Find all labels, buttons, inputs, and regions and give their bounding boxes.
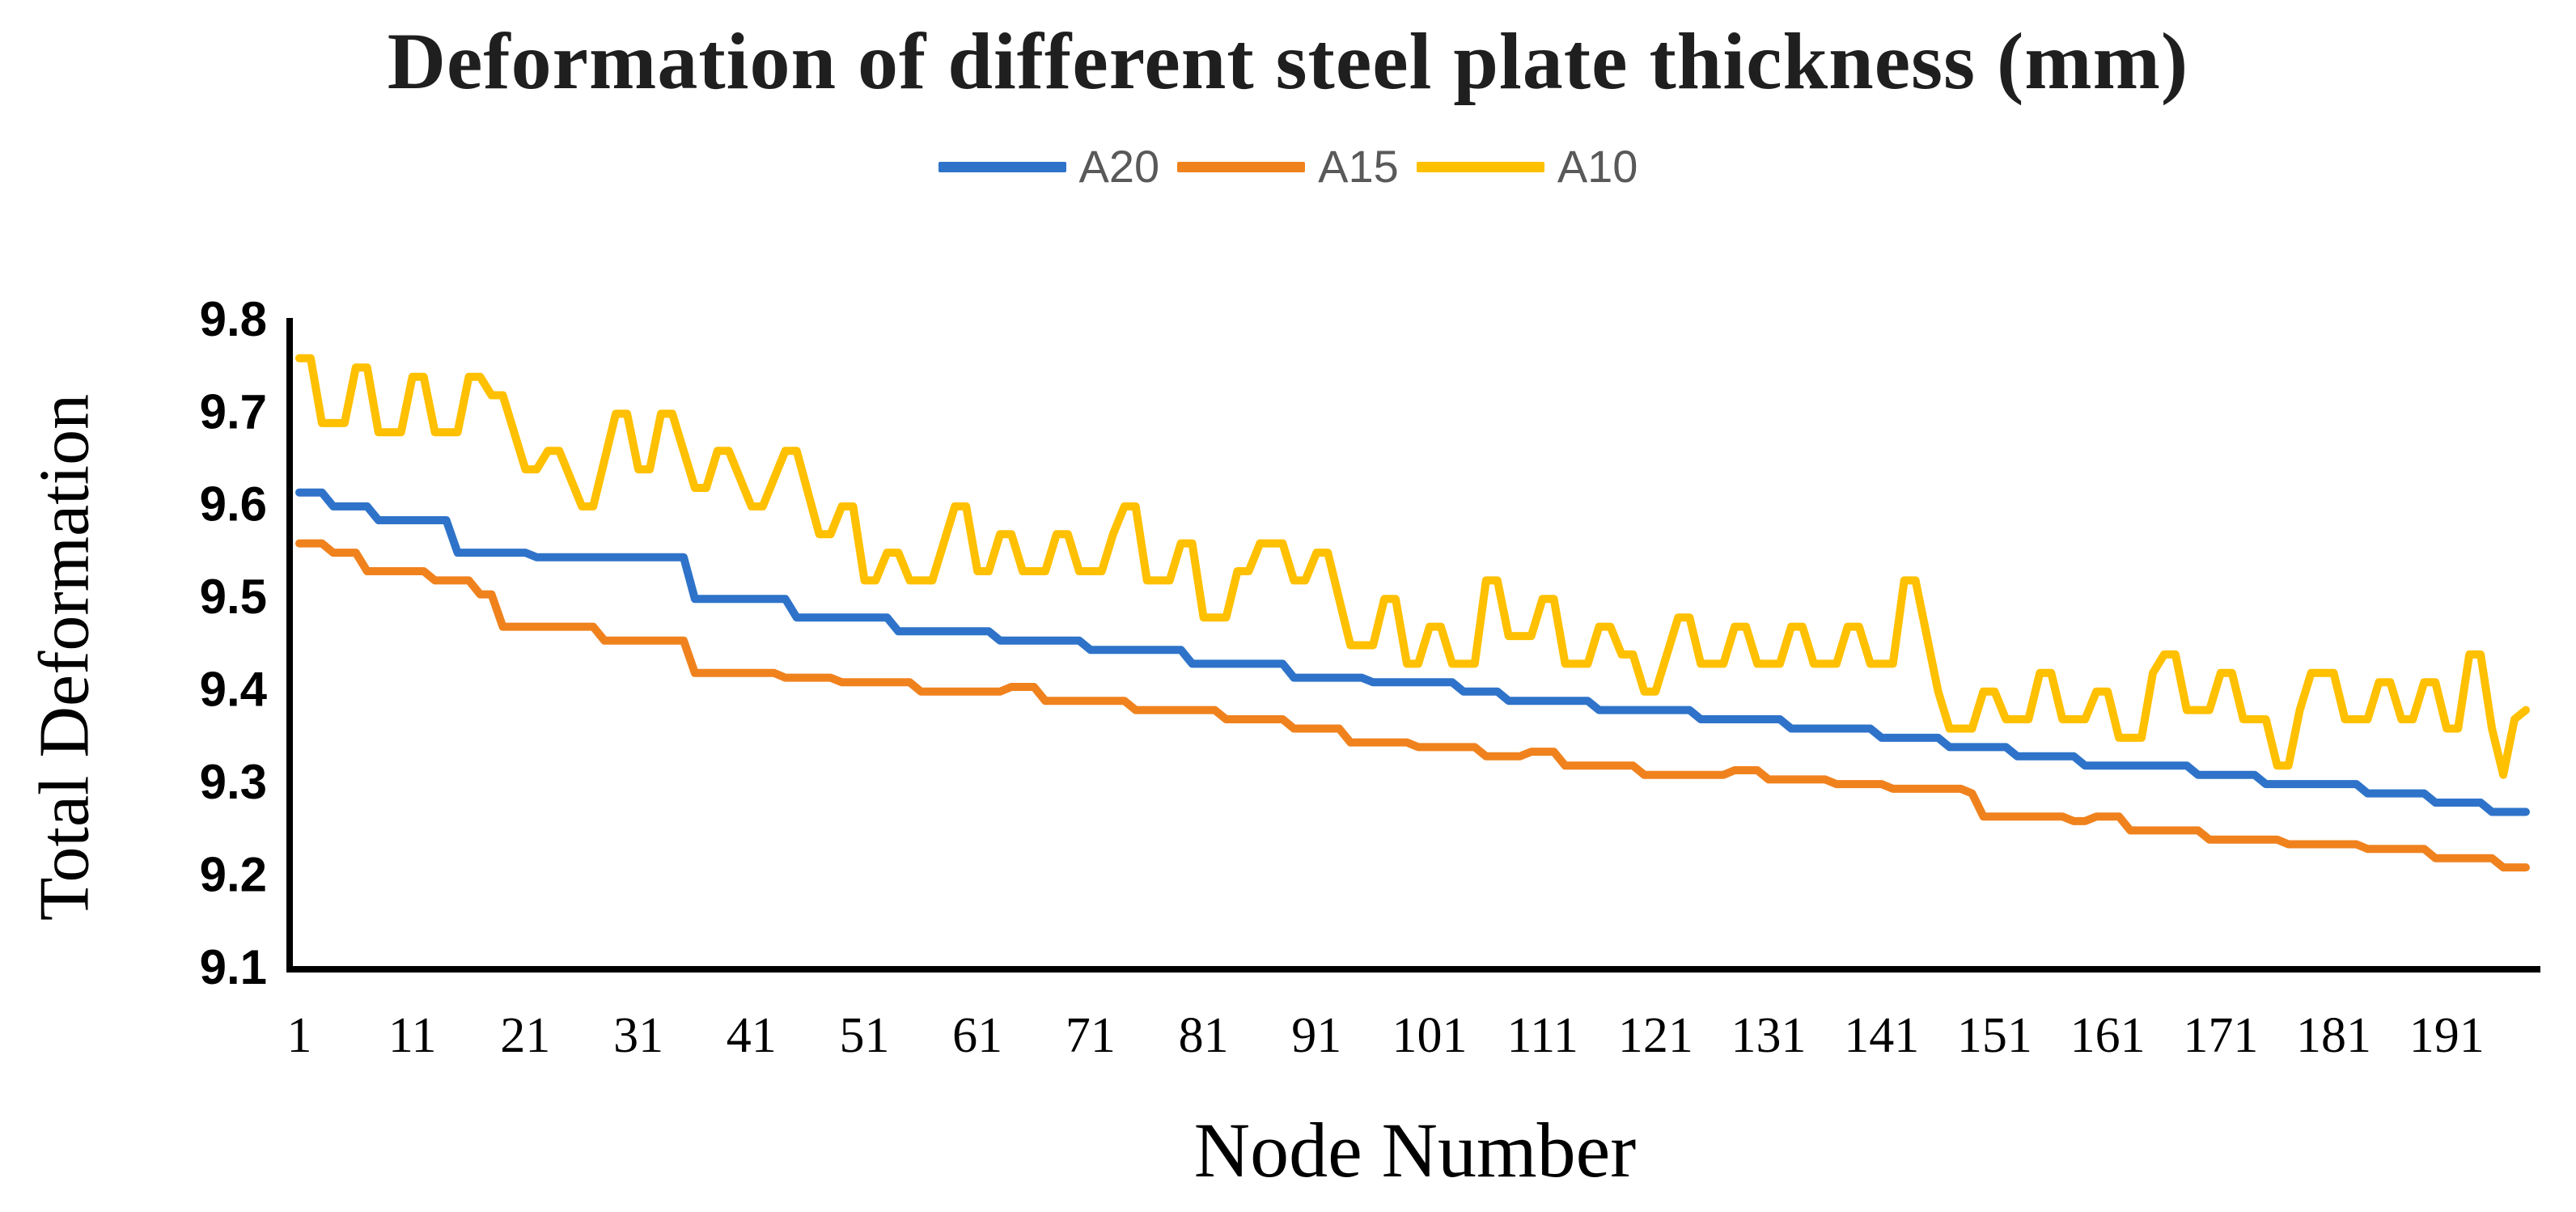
x-tick-label: 21 [500,1008,550,1063]
chart-title: Deformation of different steel plate thi… [387,16,2189,106]
x-tick-label: 1 [287,1008,312,1063]
x-tick-label: 191 [2409,1008,2485,1063]
y-tick-label: 9.5 [200,570,267,624]
x-tick-label: 101 [1392,1008,1467,1063]
legend: A20 A15 A10 [0,144,2576,189]
y-axis-title: Total Deformation [25,393,104,922]
legend-label-a20: A20 [1078,141,1160,192]
legend-line-a10 [1416,161,1544,172]
x-tick-label: 161 [2070,1008,2146,1063]
y-tick-label: 9.6 [200,477,267,532]
legend-line-a15 [1177,161,1306,172]
series-line-a10 [295,354,2530,779]
x-tick-label: 131 [1731,1008,1807,1063]
legend-line-a20 [938,161,1066,172]
legend-item-a10: A10 [1416,141,1638,192]
x-tick-label: 121 [1618,1008,1693,1063]
y-tick-label: 9.3 [200,755,267,809]
x-tick-label: 41 [727,1008,777,1063]
x-tick-label: 171 [2183,1008,2258,1063]
series-line-a20 [295,488,2530,816]
x-tick-label: 71 [1066,1008,1116,1063]
legend-label-a15: A15 [1318,141,1399,192]
x-tick-label: 51 [839,1008,889,1063]
y-tick-label: 9.8 [200,292,267,346]
x-tick-label: 11 [388,1008,437,1063]
y-tick-label: 9.7 [200,384,267,439]
x-tick-label: 61 [952,1008,1002,1063]
y-tick-label: 9.4 [200,663,268,717]
x-tick-label: 91 [1291,1008,1341,1063]
legend-item-a15: A15 [1177,144,1399,189]
x-tick-label: 141 [1844,1008,1919,1063]
y-tick-label: 9.2 [200,847,267,901]
legend-item-a20: A20 [938,141,1160,192]
legend-label-a10: A10 [1557,141,1638,192]
x-tick-label: 151 [1957,1008,2032,1063]
x-tick-label: 181 [2296,1008,2371,1063]
x-tick-label: 31 [613,1008,663,1063]
series-line-a15 [295,539,2530,872]
x-axis-title: Node Number [1193,1107,1637,1193]
y-tick-label: 9.1 [200,940,267,994]
x-tick-label: 111 [1506,1008,1578,1063]
x-tick-label: 81 [1179,1008,1229,1063]
